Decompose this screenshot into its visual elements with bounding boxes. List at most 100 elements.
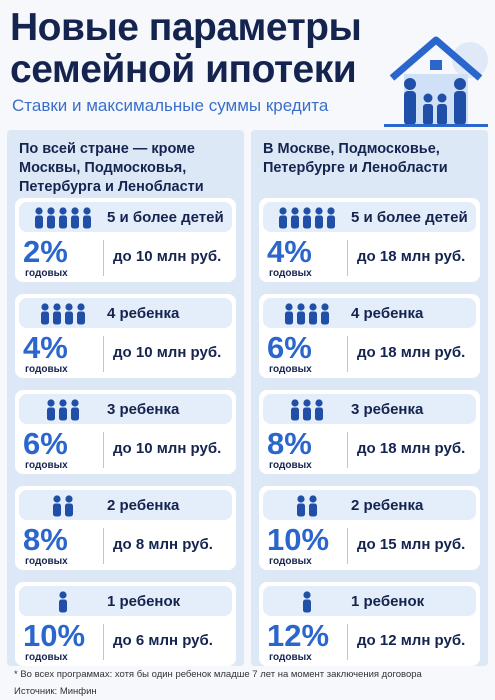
rate: 8% [267, 426, 312, 461]
rate-label: годовых [269, 556, 312, 567]
header-line: Петербурга и Ленобласти [19, 179, 204, 195]
divider [103, 240, 104, 276]
rate-label: годовых [269, 364, 312, 375]
title: семейной ипотеки [10, 48, 357, 91]
rate: 8% [23, 522, 68, 557]
rate: 12% [267, 618, 330, 653]
children-label: 2 ребенка [351, 497, 424, 514]
people-icon [49, 494, 77, 522]
rate: 6% [267, 330, 312, 365]
amount: до 15 млн руб. [357, 536, 466, 553]
rate: 4% [23, 330, 68, 365]
children-label: 1 ребенок [351, 593, 425, 610]
rate-label: годовых [269, 268, 312, 279]
children-label: 5 и более детей [107, 209, 224, 226]
people [297, 495, 317, 517]
card-heading: 2 ребенка [263, 490, 476, 520]
amount: до 8 млн руб. [113, 536, 213, 553]
divider [103, 336, 104, 372]
card-heading: 4 ребенка [263, 298, 476, 328]
people-icon [281, 302, 333, 330]
card: 2 ребенка 8% годовых до 8 млн руб. [15, 486, 236, 570]
people-icon [31, 206, 95, 234]
header-line: В Москве, Подмосковье, [263, 141, 440, 157]
people [35, 207, 91, 229]
subtitle: Ставки и максимальные суммы кредита [12, 96, 329, 115]
divider [347, 336, 348, 372]
people [279, 207, 335, 229]
card-heading: 4 ребенка [19, 298, 232, 328]
people-icon [55, 590, 71, 618]
people [47, 399, 79, 421]
people [303, 591, 311, 613]
amount: до 6 млн руб. [113, 632, 213, 649]
divider [103, 432, 104, 468]
amount: до 10 млн руб. [113, 248, 222, 265]
header-line: По всей стране — кроме [19, 141, 195, 157]
rate-label: годовых [269, 652, 312, 663]
divider [347, 240, 348, 276]
card: 4 ребенка 6% годовых до 18 млн руб. [259, 294, 480, 378]
children-label: 3 ребенка [107, 401, 180, 418]
divider [103, 528, 104, 564]
rate-label: годовых [269, 460, 312, 471]
column-panel: По всей стране — кроме Москвы, Подмосковь… [7, 130, 244, 666]
people-icon [299, 590, 315, 618]
card-heading: 1 ребенок [263, 586, 476, 616]
divider [347, 624, 348, 660]
people-icon [293, 494, 321, 522]
amount: до 18 млн руб. [357, 248, 466, 265]
house-icon [384, 36, 488, 127]
card-heading: 1 ребенок [19, 586, 232, 616]
footnote: * Во всех программах: хотя бы один ребен… [14, 669, 422, 680]
rate: 10% [23, 618, 86, 653]
children-label: 4 ребенка [351, 305, 424, 322]
card-heading: 2 ребенка [19, 490, 232, 520]
header-line: Петербурге и Ленобласти [263, 160, 448, 176]
card: 1 ребенок 12% годовых до 12 млн руб. [259, 582, 480, 666]
rate-label: годовых [25, 364, 68, 375]
card: 1 ребенок 10% годовых до 6 млн руб. [15, 582, 236, 666]
header-line: Москвы, Подмосковья, [19, 160, 187, 176]
card-heading: 3 ребенка [19, 394, 232, 424]
divider [347, 432, 348, 468]
title: Новые параметры [10, 6, 362, 49]
amount: до 12 млн руб. [357, 632, 466, 649]
column-header: По всей стране — кроме Москвы, Подмосковь… [19, 140, 204, 197]
rate: 2% [23, 234, 68, 269]
people-icon [37, 302, 89, 330]
people [291, 399, 323, 421]
people [285, 303, 329, 325]
card-heading: 3 ребенка [263, 394, 476, 424]
rate: 10% [267, 522, 330, 557]
people-icon [43, 398, 83, 426]
children-label: 2 ребенка [107, 497, 180, 514]
amount: до 18 млн руб. [357, 344, 466, 361]
rate-label: годовых [25, 556, 68, 567]
rate-label: годовых [25, 460, 68, 471]
divider [103, 624, 104, 660]
children-label: 5 и более детей [351, 209, 468, 226]
card: 3 ребенка 6% годовых до 10 млн руб. [15, 390, 236, 474]
card: 3 ребенка 8% годовых до 18 млн руб. [259, 390, 480, 474]
people [41, 303, 85, 325]
rate-label: годовых [25, 268, 68, 279]
children-label: 1 ребенок [107, 593, 181, 610]
column-header: В Москве, Подмосковье, Петербурге и Леноб… [263, 140, 448, 178]
card-heading: 5 и более детей [263, 202, 476, 232]
rate: 4% [267, 234, 312, 269]
rate-label: годовых [25, 652, 68, 663]
children-label: 3 ребенка [351, 401, 424, 418]
people [59, 591, 67, 613]
card: 5 и более детей 2% годовых до 10 млн руб. [15, 198, 236, 282]
rate: 6% [23, 426, 68, 461]
amount: до 18 млн руб. [357, 440, 466, 457]
source: Источник: Минфин [14, 686, 97, 697]
people-icon [275, 206, 339, 234]
amount: до 10 млн руб. [113, 344, 222, 361]
people-icon [287, 398, 327, 426]
divider [347, 528, 348, 564]
column-panel: В Москве, Подмосковье, Петербурге и Леноб… [251, 130, 488, 666]
card: 2 ребенка 10% годовых до 15 млн руб. [259, 486, 480, 570]
